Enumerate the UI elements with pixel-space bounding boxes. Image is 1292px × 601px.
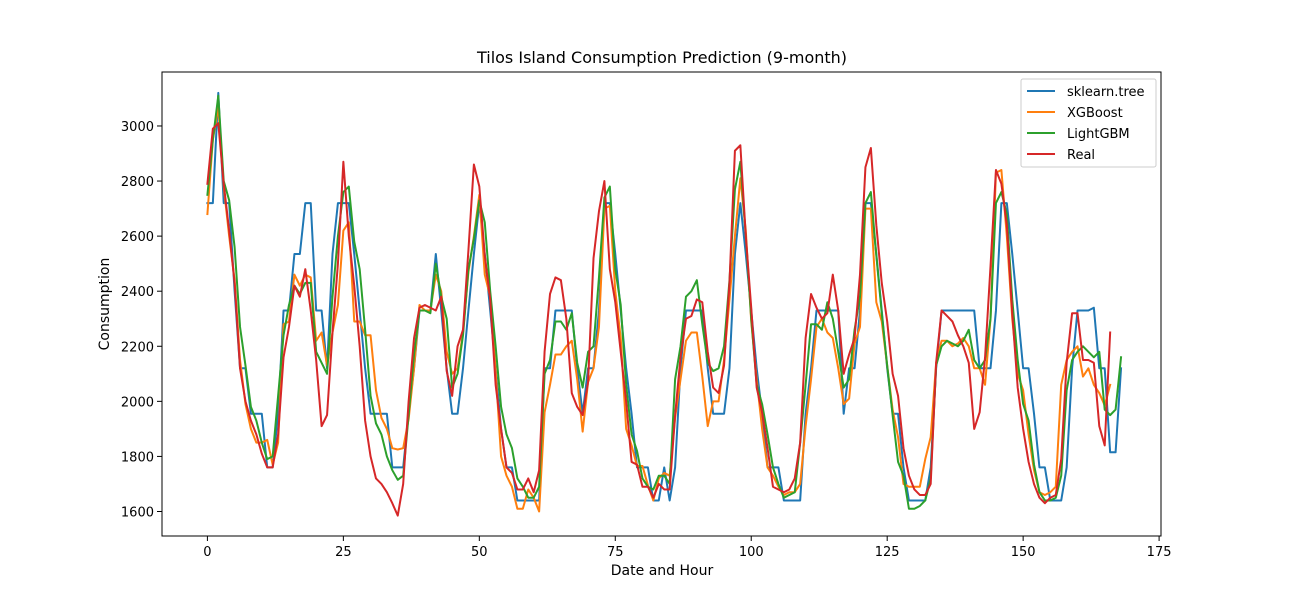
y-tick-label: 2600 [121, 230, 154, 245]
x-tick-label: 75 [607, 545, 624, 560]
series-line-real [206, 122, 1112, 517]
x-tick-label: 50 [471, 545, 488, 560]
y-tick-label: 2000 [121, 395, 154, 410]
y-tick-label: 3000 [121, 120, 154, 135]
y-axis-label: Consumption [97, 258, 113, 351]
legend-label: Real [1067, 148, 1095, 163]
series-line-sklearn-tree [206, 91, 1123, 502]
y-tick-label: 1600 [121, 505, 154, 520]
legend-label: LightGBM [1067, 127, 1130, 142]
legend-label: sklearn.tree [1067, 85, 1145, 100]
x-tick-label: 125 [875, 545, 900, 560]
x-tick-label: 175 [1147, 545, 1172, 560]
y-axis: 1600 1800 2000 2200 2400 2600 2800 3000 [121, 120, 162, 520]
series-layer [206, 91, 1123, 517]
series-line-lightgbm [206, 94, 1123, 510]
y-tick-label: 2800 [121, 175, 154, 190]
y-tick-label: 2400 [121, 285, 154, 300]
plot-frame [161, 71, 1162, 537]
y-tick-label: 2200 [121, 340, 154, 355]
legend-label: XGBoost [1067, 106, 1123, 121]
x-tick-label: 100 [739, 545, 764, 560]
legend-frame [1020, 78, 1157, 168]
x-tick-label: 0 [203, 545, 211, 560]
x-axis-label: Date and Hour [611, 563, 714, 579]
x-tick-label: 25 [335, 545, 352, 560]
x-tick-label: 150 [1011, 545, 1036, 560]
chart-title: Tilos Island Consumption Prediction (9-m… [476, 48, 847, 67]
legend: sklearn.tree XGBoost LightGBM Real [1020, 78, 1157, 168]
x-axis: 0 25 50 75 100 125 150 175 [203, 536, 1172, 560]
y-tick-label: 1800 [121, 450, 154, 465]
